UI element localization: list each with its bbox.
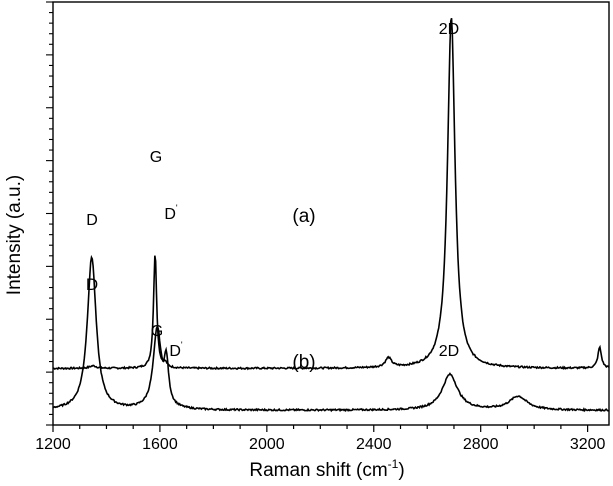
spectrum-line-a — [52, 17, 610, 371]
x-tick-label: 3200 — [570, 436, 606, 453]
x-axis-ticks: 1200 1600 2000 2400 2800 3200 — [35, 425, 606, 453]
x-axis-label: Raman shift (cm-1) — [249, 457, 404, 481]
x-axis-label-main: Raman shift (cm — [249, 460, 387, 481]
peak-label: 2D — [439, 343, 459, 360]
peak-label: D — [86, 275, 98, 294]
prime-mark: ' — [181, 340, 183, 350]
x-axis-label-superscript: -1 — [388, 457, 399, 471]
peak-label: G — [151, 323, 163, 340]
peak-label: 2D — [439, 21, 459, 38]
series-layer — [52, 17, 610, 413]
peak-label: D' — [164, 203, 178, 223]
annotation-layer: D G D' (a) 2D D G D' (b) 2D — [86, 21, 459, 373]
plot-frame — [52, 1, 610, 426]
peak-label: D' — [169, 340, 183, 360]
peak-label: (b) — [292, 352, 315, 373]
y-axis-label: Intensity (a.u.) — [4, 175, 25, 295]
x-axis-label-end: ) — [398, 460, 404, 481]
x-tick-label: 2000 — [249, 436, 285, 453]
y-axis-ticks — [46, 1, 53, 426]
x-tick-label: 1200 — [35, 436, 71, 453]
peak-label: G — [150, 149, 162, 166]
prime-mark: ' — [176, 203, 178, 213]
spectrum-line-b — [52, 254, 609, 413]
plot-border — [52, 1, 610, 426]
x-tick-label: 2400 — [356, 436, 392, 453]
x-tick-label: 1600 — [142, 436, 178, 453]
x-tick-label: 2800 — [463, 436, 499, 453]
peak-label: D — [86, 212, 98, 229]
peak-label: (a) — [292, 206, 315, 227]
